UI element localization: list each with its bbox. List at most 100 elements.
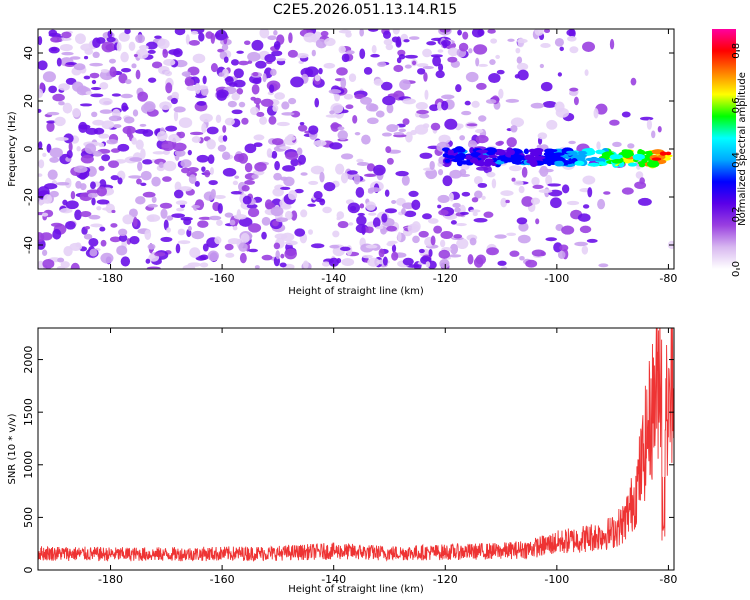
heatmap-cell [510,125,518,133]
heatmap-cell [586,238,598,243]
heatmap-cell [281,101,290,110]
heatmap-cell [300,172,308,176]
heatmap-streak-cell [638,162,646,168]
heatmap-cell [116,41,122,52]
heatmap-cell [75,33,86,45]
heatmap-cell [157,38,170,50]
heatmap-cell [429,104,440,112]
heatmap-cell [58,101,65,106]
heatmap-cell [319,198,326,206]
heatmap-cell [320,30,329,37]
heatmap-cell [125,79,132,85]
heatmap-cell [207,154,215,164]
snr-ytick-label: 1500 [22,398,35,426]
heatmap-cell [437,204,442,209]
heatmap-cell [290,210,298,221]
heatmap-cell [224,117,235,126]
heatmap-cell [284,248,297,260]
heatmap-cell [539,63,544,69]
heatmap-cell [296,53,309,59]
heatmap-cell [160,208,168,219]
heatmap-cell [230,190,242,195]
heatmap-cell [290,158,299,167]
heatmap-cell [432,55,442,67]
heatmap-cell [201,166,206,172]
heatmap-cell [59,208,73,214]
heatmap-cell [151,196,157,204]
heatmap-cell [120,51,129,63]
heatmap-cell [69,56,81,60]
heatmap-xtick-label: -120 [433,272,458,285]
heatmap-cell [323,62,336,69]
heatmap-cell [429,160,435,171]
heatmap-cell [319,171,325,183]
heatmap-cell [48,29,58,37]
heatmap-cell [469,237,477,246]
heatmap-cell [403,39,410,43]
heatmap-cell [516,62,529,71]
heatmap-cell [163,160,177,172]
heatmap-cell [442,175,453,187]
heatmap-cell [96,186,108,197]
heatmap-cell [147,215,155,222]
heatmap-cell [279,262,287,268]
heatmap-cell [439,239,446,248]
heatmap-cell [260,98,274,107]
heatmap-cell [65,62,77,66]
heatmap-cell [151,61,163,69]
heatmap-cell [540,42,551,49]
heatmap-cell [428,248,433,258]
heatmap-ytick-label: -40 [22,236,35,254]
heatmap-streak-cell [574,160,585,166]
heatmap-cell [384,189,390,197]
heatmap-cell [55,137,69,141]
heatmap-cell [233,68,244,79]
heatmap-xtick-label: -100 [544,272,569,285]
heatmap-streak-cell [589,162,600,167]
heatmap-cell [542,100,557,108]
heatmap-cells [38,29,674,269]
heatmap-cell [100,239,107,247]
heatmap-cell [165,82,173,94]
heatmap-cell [398,128,407,133]
heatmap-cell [269,84,275,93]
heatmap-cell [135,34,145,44]
heatmap-cell [254,265,260,269]
heatmap-cell [214,236,222,245]
heatmap-cell [101,154,111,162]
heatmap-cell [274,160,280,171]
snr-plot-area [38,328,674,570]
heatmap-cell [325,114,339,118]
heatmap-cell [430,235,436,246]
heatmap-cell [418,113,430,119]
heatmap-cell [360,96,372,105]
heatmap-cell [427,218,439,224]
heatmap-cell [337,126,345,131]
heatmap-cell [557,250,566,260]
heatmap-cell [329,142,343,150]
heatmap-cell [612,141,622,148]
heatmap-cell [393,64,404,73]
heatmap-cell [424,89,429,100]
heatmap-cell [93,127,105,135]
heatmap-cell [609,119,620,126]
heatmap-cell [238,101,246,108]
heatmap-cell [279,146,291,150]
heatmap-streak-cell [444,158,451,164]
heatmap-cell [314,74,321,82]
heatmap-cell [467,254,474,265]
heatmap-cell [101,41,115,53]
heatmap-cell [475,166,489,171]
heatmap-cell [587,187,593,198]
heatmap-cell [208,215,222,221]
heatmap-cell [214,194,226,199]
heatmap-cell [189,247,201,258]
heatmap-cell [561,184,570,194]
heatmap-cell [329,110,335,115]
heatmap-cell [206,126,219,135]
colorbar-tick-label: 0.4 [731,152,742,168]
heatmap-cell [91,197,96,206]
heatmap-cell [181,167,190,174]
heatmap-cell [425,261,431,268]
heatmap-streak-cell [523,148,529,155]
